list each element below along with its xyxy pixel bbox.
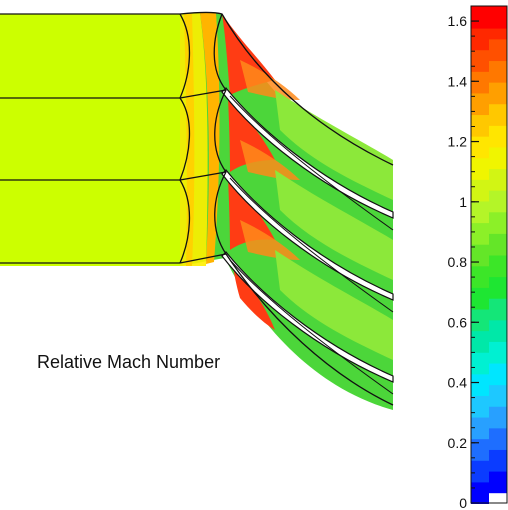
colorbar-swatch	[489, 6, 507, 29]
colorbar-swatch	[489, 340, 507, 364]
colorbar-tick-label: 0	[459, 495, 467, 510]
colorbar-swatch	[471, 92, 489, 116]
colorbar-swatch	[471, 459, 489, 483]
domain-outline	[0, 11, 394, 406]
colorbar-swatch	[471, 394, 489, 418]
colorbar-swatch	[489, 448, 507, 472]
flow-field	[180, 12, 394, 410]
colorbar-swatch	[471, 481, 489, 504]
colorbar-tick-label: 0.8	[448, 254, 468, 270]
colorbar-tick-label: 1.2	[448, 134, 468, 150]
colorbar-frame	[470, 5, 508, 504]
colorbar-swatch	[471, 265, 489, 288]
colorbar-swatch	[471, 286, 489, 310]
colorbar-swatch	[489, 168, 507, 191]
colorbar-swatch	[471, 438, 489, 461]
colorbar-swatch	[471, 49, 489, 72]
colorbar-swatch	[489, 211, 507, 234]
colorbar-swatch	[489, 146, 507, 170]
colorbar-swatch	[489, 60, 507, 83]
colorbar-swatch	[471, 243, 489, 267]
colorbar-tick-label: 1.4	[448, 73, 468, 89]
colorbar-swatch	[471, 200, 489, 224]
colorbar-tick-label: 1.6	[448, 13, 468, 29]
colorbar-swatch	[489, 405, 507, 429]
colorbar-swatch	[489, 254, 507, 278]
colorbar-swatch	[471, 308, 489, 332]
colorbar-swatch	[471, 416, 489, 440]
colorbar-swatch	[489, 319, 507, 342]
colorbar-swatch	[471, 351, 489, 375]
colorbar-swatch	[489, 427, 507, 450]
colorbar-swatch	[489, 38, 507, 62]
colorbar-ticks: 0 0.2 0.4 0.6 0.8 1 1.2 1.4 1.6	[448, 5, 479, 510]
colorbar-swatch	[489, 384, 507, 407]
colorbar-swatch	[489, 362, 507, 386]
colorbar-swatches	[471, 6, 507, 504]
colorbar-tick-label: 0.6	[448, 314, 468, 330]
colorbar-swatch	[471, 114, 489, 137]
colorbar-tick-label: 1	[459, 194, 467, 210]
colorbar-swatch	[489, 297, 507, 321]
colorbar-swatch	[489, 189, 507, 213]
colorbar-tick-label: 0.4	[448, 375, 468, 391]
colorbar-swatch	[489, 81, 507, 105]
colorbar-swatch	[471, 70, 489, 94]
colorbar-swatch	[471, 373, 489, 396]
colorbar-swatch	[471, 157, 489, 180]
colorbar-swatch	[471, 330, 489, 353]
colorbar-swatch	[471, 27, 489, 51]
colorbar-swatch	[471, 135, 489, 159]
colorbar-swatch	[471, 6, 489, 29]
colorbar-swatch	[489, 232, 507, 256]
colorbar-swatch	[471, 178, 489, 202]
colorbar-swatch	[489, 470, 507, 494]
colorbar-tick-label: 0.2	[448, 435, 468, 451]
inlet-region	[0, 14, 180, 266]
colorbar: 0 0.2 0.4 0.6 0.8 1 1.2 1.4 1.6	[448, 5, 508, 510]
figure-label: Relative Mach Number	[37, 352, 221, 372]
colorbar-swatch	[489, 276, 507, 299]
colorbar-swatch	[489, 103, 507, 126]
colorbar-swatch	[489, 124, 507, 148]
colorbar-swatch	[471, 222, 489, 245]
